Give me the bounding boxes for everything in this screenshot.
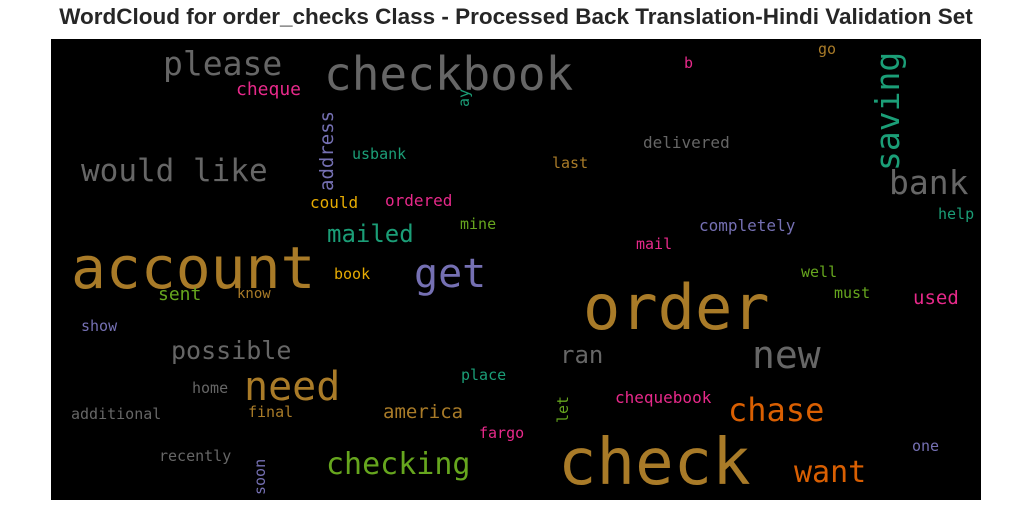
cloud-word-checking: checking [326,447,471,482]
cloud-word-could: could [310,193,359,212]
cloud-word-well: well [801,263,838,281]
cloud-word-ay: ay [455,88,473,107]
cloud-word-one: one [912,437,940,455]
cloud-word-need: need [244,364,341,410]
cloud-word-saving: saving [868,51,907,171]
cloud-word-know: know [237,286,271,302]
cloud-word-mail: mail [636,235,673,253]
cloud-word-ordered: ordered [385,191,453,210]
cloud-word-recently: recently [159,447,232,465]
cloud-word-please: please [163,44,283,83]
chart-title: WordCloud for order_checks Class - Proce… [59,4,973,29]
cloud-word-possible: possible [171,336,292,365]
cloud-word-used: used [913,287,959,309]
cloud-word-sent: sent [158,284,202,305]
cloud-word-chase: chase [728,391,825,429]
cloud-word-order: order [583,271,770,344]
cloud-word-completely: completely [699,216,796,235]
cloud-word-soon: soon [251,458,269,495]
cloud-word-final: final [248,403,294,421]
cloud-word-book: book [334,265,371,283]
cloud-word-cheque: cheque [236,79,302,100]
cloud-word-b: b [684,54,694,72]
cloud-word-want: want [794,455,867,490]
cloud-word-address: address [316,110,338,191]
cloud-word-check: check [558,426,751,500]
cloud-word-last: last [552,154,589,172]
cloud-word-show: show [81,317,118,335]
cloud-word-chequebook: chequebook [615,388,712,407]
cloud-word-account: account [71,234,316,302]
cloud-word-must: must [834,284,871,302]
cloud-word-additional: additional [71,405,162,423]
cloud-word-america: america [383,401,464,423]
cloud-word-delivered: delivered [643,133,730,152]
cloud-word-would-like: would like [81,153,268,189]
cloud-word-checkbook: checkbook [324,47,574,101]
cloud-word-place: place [461,366,507,384]
cloud-word-get: get [414,251,487,297]
cloud-word-home: home [192,379,229,397]
cloud-word-ran: ran [560,341,604,369]
cloud-word-mine: mine [460,215,497,233]
cloud-word-bank: bank [889,163,969,202]
cloud-word-new: new [752,333,821,377]
word-cloud-canvas: check order account checkbook please get need n… [51,39,981,500]
cloud-word-mailed: mailed [327,220,414,248]
cloud-word-help: help [938,205,975,223]
cloud-word-fargo: fargo [479,424,525,442]
cloud-word-usbank: usbank [352,145,407,163]
cloud-word-go: go [818,40,837,58]
cloud-word-let: let [554,395,572,423]
